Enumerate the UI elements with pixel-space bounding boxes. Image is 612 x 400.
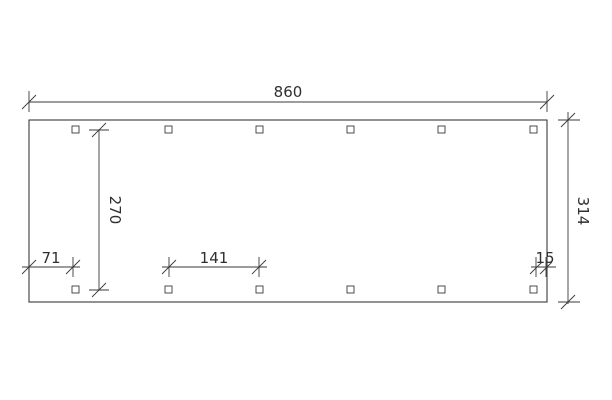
dimension-front-overhang: 71 <box>21 249 81 277</box>
post-bottom-1 <box>71 285 80 294</box>
post-top-5 <box>437 125 446 134</box>
post-top-6 <box>529 125 538 134</box>
post-bottom-5 <box>437 285 446 294</box>
dimension-label-rear-overhang: 15 <box>535 249 554 267</box>
dimension-rear-overhang: 15 <box>529 249 556 277</box>
dimension-label-total-length: 860 <box>274 83 303 101</box>
post-bottom-6 <box>529 285 538 294</box>
post-bottom-4 <box>346 285 355 294</box>
dimension-total-length: 860 <box>21 83 555 112</box>
roof-outline <box>28 119 548 303</box>
dimension-post-spacing: 141 <box>161 249 267 277</box>
post-top-2 <box>164 125 173 134</box>
post-top-4 <box>346 125 355 134</box>
posts <box>71 125 538 294</box>
post-top-1 <box>71 125 80 134</box>
post-top-3 <box>255 125 264 134</box>
dimension-total-width: 314 <box>558 112 592 310</box>
dimension-label-front-overhang: 71 <box>41 249 60 267</box>
dimension-post-span: 270 <box>89 122 124 298</box>
dimension-label-post-span: 270 <box>106 196 124 225</box>
dimension-label-post-spacing: 141 <box>200 249 229 267</box>
dimension-label-total-width: 314 <box>574 197 592 226</box>
post-bottom-2 <box>164 285 173 294</box>
post-bottom-3 <box>255 285 264 294</box>
